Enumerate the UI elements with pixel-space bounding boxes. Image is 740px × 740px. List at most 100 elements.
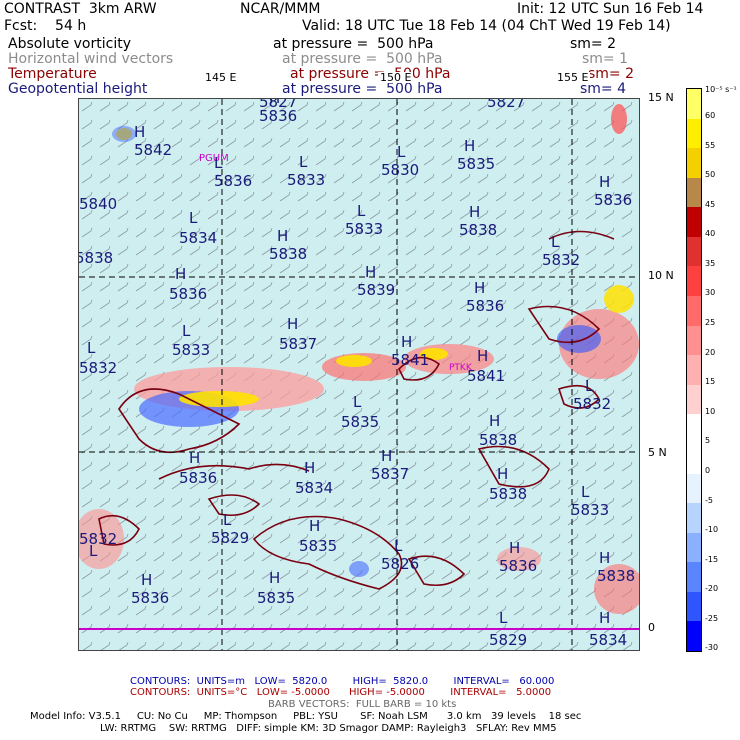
- hl-marker: L: [585, 377, 594, 395]
- colorbar: [686, 88, 702, 652]
- colorbar-segment: [687, 591, 701, 622]
- hl-marker: H: [134, 123, 146, 141]
- field-name-temperature: Temperature: [8, 66, 97, 82]
- hl-marker: H: [304, 459, 316, 477]
- colorbar-segment: [687, 384, 701, 415]
- colorbar-tick-label: 30: [705, 288, 716, 298]
- height-value: 5841: [391, 351, 430, 369]
- colorbar-tick-label: 40: [705, 229, 716, 239]
- hl-marker: H: [277, 227, 289, 245]
- field-sm-vorticity: sm= 2: [570, 36, 617, 52]
- height-value: 5830: [381, 161, 420, 179]
- colorbar-tick-label: -10: [705, 525, 719, 535]
- height-value: 5833: [345, 220, 384, 238]
- field-pressure-geopotential: at pressure = 500 hPa: [282, 81, 443, 97]
- colorbar-tick-label: 10: [705, 406, 716, 416]
- hl-marker: L: [299, 153, 308, 171]
- hl-marker: H: [309, 517, 321, 535]
- lat-label-15n: 15 N: [646, 91, 676, 104]
- hl-marker: H: [401, 333, 413, 351]
- hl-marker: H: [469, 203, 481, 221]
- height-value: 5827: [487, 98, 526, 111]
- lon-label-150: 150 E: [378, 71, 414, 84]
- hl-marker: H: [269, 98, 281, 107]
- height-value: 5835: [299, 537, 338, 555]
- hl-marker: H: [599, 609, 611, 627]
- hl-marker: L: [394, 537, 403, 555]
- colorbar-tick-label: 60: [705, 111, 716, 120]
- station-pgum: PGUM: [199, 153, 229, 164]
- hl-marker: L: [223, 511, 232, 529]
- colorbar-segment: [687, 177, 701, 208]
- hl-marker: H: [599, 173, 611, 191]
- lon-label-155: 155 E: [555, 71, 591, 84]
- hl-marker: H: [599, 549, 611, 567]
- colorbar-tick-label: -30: [705, 643, 719, 653]
- height-value: 5834: [295, 479, 334, 497]
- height-value: 5836: [466, 297, 505, 315]
- hl-marker: L: [87, 339, 96, 357]
- lon-label-145: 145 E: [203, 71, 239, 84]
- height-value: 5836: [131, 589, 170, 607]
- hl-marker: L: [397, 143, 406, 161]
- colorbar-segment: [687, 443, 701, 475]
- height-value: 5838: [459, 221, 498, 239]
- colorbar-tick-label: -15: [705, 554, 719, 564]
- model-title: CONTRAST 3km ARW: [4, 1, 157, 17]
- colorbar-tick-label: 15: [705, 377, 716, 387]
- colorbar-segment: [687, 503, 701, 534]
- colorbar-tick-label: 20: [705, 347, 716, 357]
- height-value: 5833: [172, 341, 211, 359]
- hl-marker: L: [182, 322, 191, 340]
- forecast-hour: Fcst: 54 h: [4, 18, 87, 34]
- lat-label-5n: 5 N: [646, 446, 669, 459]
- institution-label: NCAR/MMM: [240, 1, 321, 17]
- contour-info-temperature: CONTOURS: UNITS=°C LOW= -5.0000 HIGH= -5…: [130, 687, 552, 698]
- height-value: 5826: [381, 555, 420, 573]
- field-pressure-vorticity: at pressure = 500 hPa: [273, 36, 434, 52]
- contour-info-height: CONTOURS: UNITS=m LOW= 5820.0 HIGH= 5820…: [130, 676, 555, 687]
- hl-marker: H: [474, 279, 486, 297]
- height-value: 5835: [457, 155, 496, 173]
- field-name-geopotential: Geopotential height: [8, 81, 148, 97]
- height-value: 5836: [259, 107, 298, 125]
- height-value: 5838: [269, 245, 308, 263]
- hl-marker: L: [357, 202, 366, 220]
- colorbar-tick-label: 35: [705, 258, 716, 268]
- height-value: 5834: [589, 631, 628, 649]
- hl-marker: H: [509, 539, 521, 557]
- colorbar-tick-label: 5: [705, 436, 711, 446]
- station-ptkk: PTKK: [449, 363, 472, 373]
- height-value: 5842: [134, 141, 173, 159]
- init-time: Init: 12 UTC Sun 16 Feb 14: [517, 1, 704, 17]
- colorbar-segment: [687, 236, 701, 267]
- hl-marker: L: [189, 209, 198, 227]
- height-value: 5829: [489, 631, 528, 649]
- height-value: 5833: [287, 171, 326, 189]
- colorbar-tick-label: -25: [705, 613, 719, 623]
- hl-marker: H: [489, 412, 501, 430]
- height-value: 5832: [542, 251, 581, 269]
- hl-marker: L: [214, 154, 223, 172]
- vorticity-patches: [79, 104, 639, 614]
- height-value: 5832: [79, 530, 118, 548]
- colorbar-segment: [687, 414, 701, 445]
- colorbar-segment: [687, 621, 701, 652]
- colorbar-tick-label: -5: [705, 495, 713, 505]
- height-value: 5834: [179, 229, 218, 247]
- hl-marker: L: [499, 609, 508, 627]
- height-value: 5839: [357, 281, 396, 299]
- colorbar-segment: [687, 562, 701, 593]
- height-value: 5838: [479, 431, 518, 449]
- colorbar-segment: [687, 148, 701, 179]
- colorbar-segment: [687, 296, 701, 327]
- colorbar-segment: [687, 473, 701, 504]
- model-info-2: LW: RRTMG SW: RRTMG DIFF: simple KM: 3D …: [100, 723, 557, 734]
- height-value: 5837: [279, 335, 318, 353]
- lat-label-10n: 10 N: [646, 269, 676, 282]
- colorbar-segment: [687, 207, 701, 238]
- hl-marker: H: [189, 449, 201, 467]
- colorbar-segment: [687, 89, 701, 120]
- lat-label-0: 0: [646, 621, 657, 634]
- colorbar-segment: [687, 532, 701, 563]
